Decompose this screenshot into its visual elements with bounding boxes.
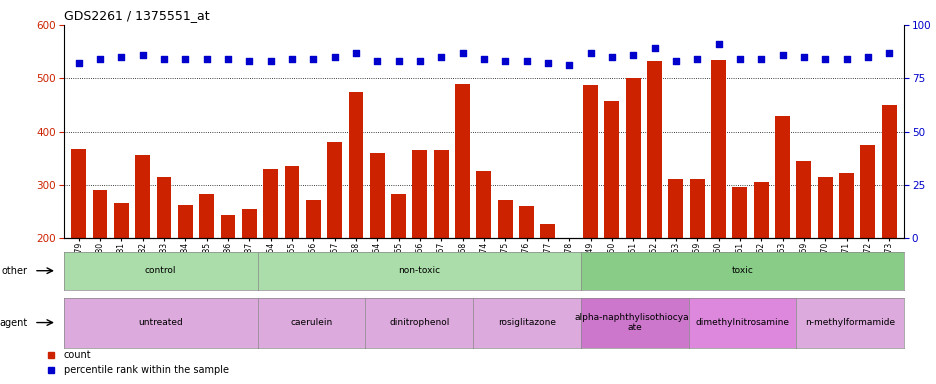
Point xyxy=(263,58,278,64)
Text: n-methylformamide: n-methylformamide xyxy=(804,318,895,327)
Bar xyxy=(327,142,342,238)
Point xyxy=(93,56,108,62)
Bar xyxy=(817,177,832,238)
Point xyxy=(156,56,171,62)
Bar xyxy=(647,61,662,238)
Point xyxy=(71,60,86,66)
Point xyxy=(625,52,640,58)
Bar xyxy=(348,91,363,238)
Bar xyxy=(93,190,108,238)
Bar xyxy=(796,161,811,238)
Bar xyxy=(199,194,214,238)
Point xyxy=(540,60,555,66)
Point xyxy=(412,58,427,64)
Bar xyxy=(839,172,853,238)
Point xyxy=(817,56,832,62)
Point xyxy=(796,54,811,60)
Bar xyxy=(540,224,555,238)
Bar xyxy=(753,182,768,238)
Text: other: other xyxy=(2,266,28,276)
Text: GDS2261 / 1375551_at: GDS2261 / 1375551_at xyxy=(64,9,209,22)
Bar xyxy=(433,150,448,238)
Point xyxy=(497,58,512,64)
Text: alpha-naphthylisothiocyan
ate: alpha-naphthylisothiocyan ate xyxy=(574,313,695,332)
Bar xyxy=(859,145,874,238)
Legend: count, percentile rank within the sample: count, percentile rank within the sample xyxy=(42,346,232,379)
Point xyxy=(348,50,363,56)
Point xyxy=(582,50,597,56)
Bar xyxy=(135,156,150,238)
Point xyxy=(667,58,682,64)
Bar xyxy=(114,204,128,238)
Text: agent: agent xyxy=(0,318,28,328)
Bar xyxy=(604,101,619,238)
Bar xyxy=(412,150,427,238)
Bar xyxy=(285,166,300,238)
Bar xyxy=(582,85,597,238)
Bar xyxy=(263,169,278,238)
Point xyxy=(433,54,448,60)
Bar xyxy=(476,172,490,238)
Bar xyxy=(220,215,235,238)
Bar xyxy=(178,205,193,238)
Point xyxy=(113,54,128,60)
Bar xyxy=(156,177,171,238)
Point xyxy=(604,54,619,60)
Point xyxy=(475,56,490,62)
Bar xyxy=(519,206,534,238)
Point xyxy=(562,62,577,68)
Point xyxy=(178,56,193,62)
Text: caerulein: caerulein xyxy=(290,318,332,327)
Text: control: control xyxy=(145,266,176,275)
Point xyxy=(327,54,342,60)
Bar xyxy=(732,187,747,238)
Point xyxy=(647,45,662,51)
Bar xyxy=(71,149,86,238)
Bar xyxy=(455,84,470,238)
Bar xyxy=(774,116,789,238)
Point xyxy=(455,50,470,56)
Bar xyxy=(881,105,896,238)
Point xyxy=(753,56,768,62)
Point xyxy=(390,58,405,64)
Bar xyxy=(370,153,385,238)
Bar xyxy=(241,209,256,238)
Bar xyxy=(710,60,725,238)
Point xyxy=(199,56,214,62)
Text: non-toxic: non-toxic xyxy=(398,266,440,275)
Text: rosiglitazone: rosiglitazone xyxy=(498,318,555,327)
Point xyxy=(370,58,385,64)
Point xyxy=(519,58,534,64)
Point xyxy=(241,58,256,64)
Bar xyxy=(497,200,512,238)
Text: toxic: toxic xyxy=(731,266,753,275)
Point xyxy=(220,56,235,62)
Text: dinitrophenol: dinitrophenol xyxy=(388,318,449,327)
Point xyxy=(859,54,874,60)
Text: untreated: untreated xyxy=(139,318,183,327)
Point xyxy=(732,56,747,62)
Point xyxy=(881,50,896,56)
Point xyxy=(710,41,725,47)
Point xyxy=(135,52,150,58)
Point xyxy=(774,52,789,58)
Text: dimethylnitrosamine: dimethylnitrosamine xyxy=(695,318,789,327)
Point xyxy=(285,56,300,62)
Bar xyxy=(625,78,640,238)
Bar xyxy=(689,179,704,238)
Point xyxy=(689,56,704,62)
Bar xyxy=(390,194,405,238)
Point xyxy=(305,56,320,62)
Bar xyxy=(305,200,320,238)
Point xyxy=(839,56,854,62)
Bar xyxy=(667,179,682,238)
